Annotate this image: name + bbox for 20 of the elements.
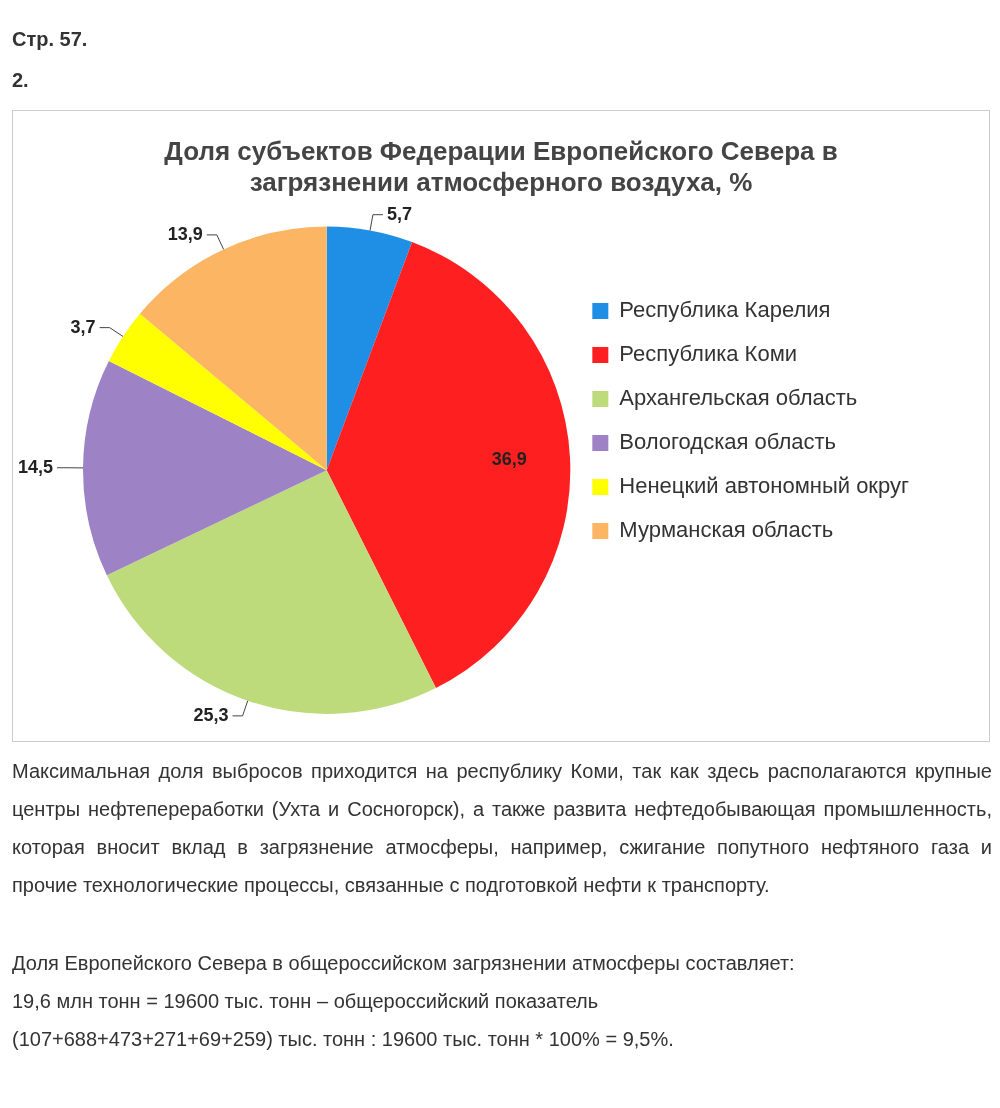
legend-label: Республика Карелия [619,297,831,323]
data-label: 36,9 [491,449,527,470]
text: 2. [12,69,30,92]
text: Доля Европейского Севера в общероссийском загрязнении атмосферы составляет: [12,951,796,976]
text: Максимальная доля выбросов приходится на республику Коми, так как здесь располагаются крупные центры нефтепереработки (Ухта и Сосногорск), а также развита нефтедобывающая промышленность, которая вносит вклад в загрязнение атмосферы, например, сжигание попутного нефтяного газа и прочие технологические процессы, связанные с подготовкой нефти к транспорту. [12,759,992,898]
legend-label: Вологодская область [619,429,837,455]
text: Доля субъектов Федерации Европейского Севера в [164,135,838,166]
legend-label: Ненецкий автономный округ [619,473,910,499]
data-label: 13,9 [167,223,203,244]
data-label: 3,7 [70,316,96,337]
text: загрязнении атмосферного воздуха, % [249,166,753,197]
data-label: 14,5 [17,456,54,477]
text: 19,6 млн тонн = 19600 тыс. тонн – общероссийский показатель [12,989,600,1014]
data-label: 25,3 [193,704,229,725]
legend-label: Республика Коми [619,341,798,367]
text: Стр. 57. [12,28,89,51]
legend-label: Архангельская область [619,385,858,411]
data-label: 5,7 [386,203,412,224]
text: (107+688+473+271+69+259) тыс. тонн : 19600 тыс. тонн * 100% = 9,5%. [12,1027,675,1052]
legend-label: Мурманская область [619,517,834,543]
